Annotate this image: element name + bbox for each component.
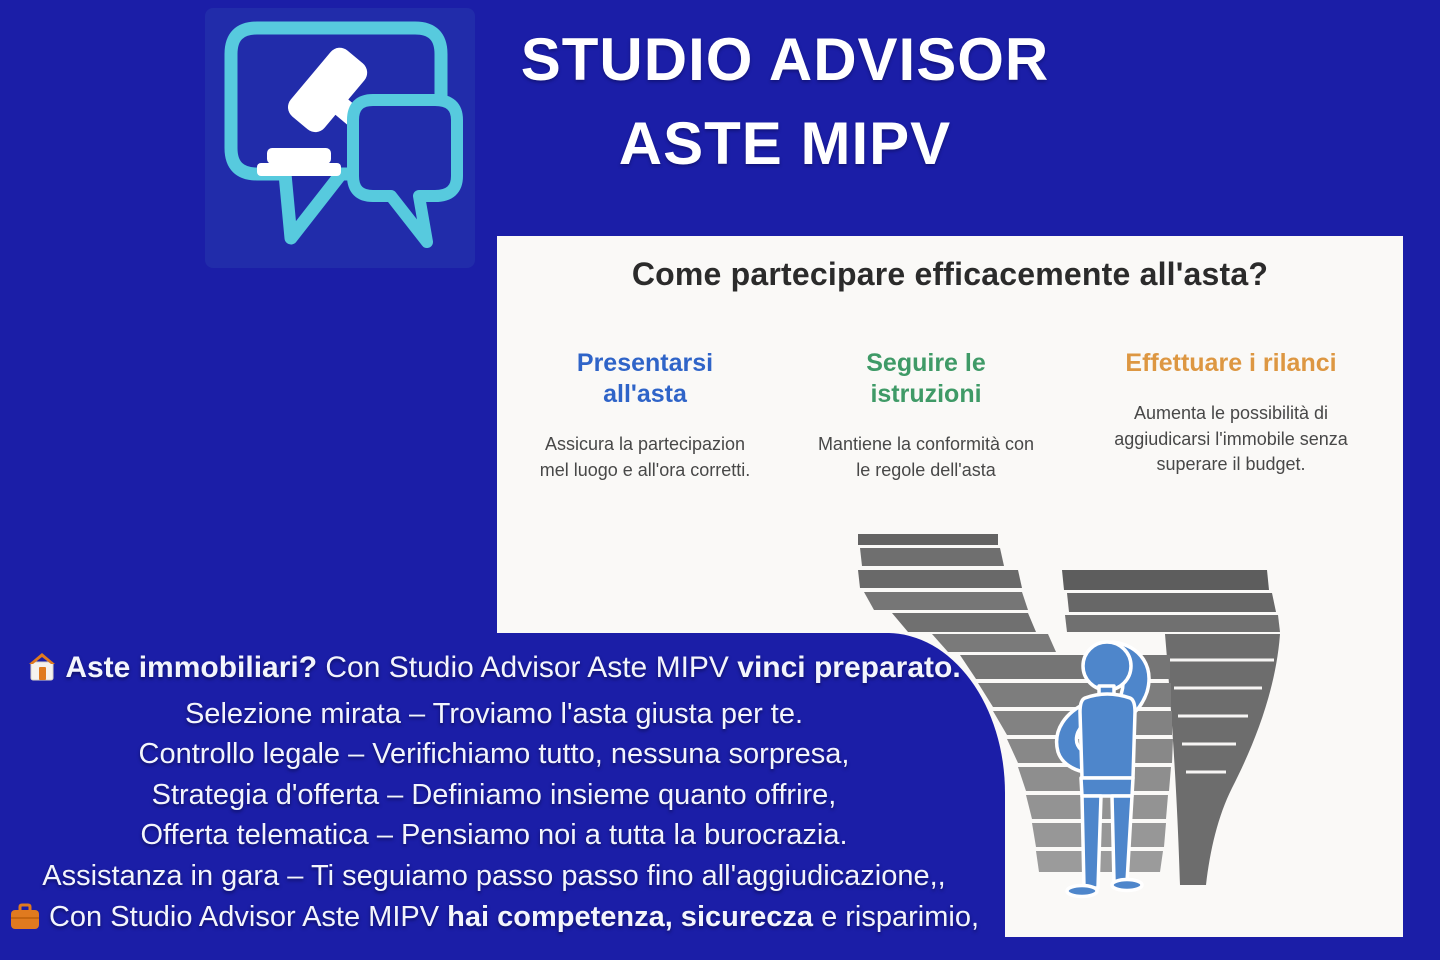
speech-bubble-large [224,21,448,245]
steps-columns: Presentarsi all'asta Assicura la partecip… [497,348,1403,483]
column-description: Mantiene la conformità con le regole del… [817,434,1035,480]
logo-tile [205,8,475,268]
briefcase-icon [9,901,41,943]
column-title: Seguire le istruzioni [866,349,986,408]
stairs-right-block [1062,570,1280,632]
column-description: Aumenta le possibilità di aggiudicarsi l… [1114,403,1348,474]
broken-stairs-illustration [858,534,1280,899]
column-presentarsi: Presentarsi all'asta Assicura la partecip… [535,348,755,483]
promo-line: Selezione mirata – Troviamo l'asta giust… [184,697,804,730]
house-icon [27,652,57,694]
column-seguire: Seguire le istruzioni Mantiene la conform… [809,348,1044,483]
column-effettuare: Effettuare i rilanci Aumenta le possibil… [1097,348,1365,483]
brand-title: STUDIO ADVISOR ASTE MIPV [475,18,1095,186]
stairs-pillar [1165,634,1280,885]
title-line-2: ASTE MIPV [618,110,952,177]
promo-line: Assistanza in gara – Ti seguiamo passo p… [42,859,946,892]
column-title: Presentarsi all'asta [576,349,714,408]
promo-lines: Aste immobiliari? Con Studio Advisor Ast… [0,648,988,942]
column-description: Assicura la partecipazion mel luogo e al… [539,434,751,480]
pillar-step-lines [1170,658,1274,774]
gavel-speech-bubbles-icon [224,21,463,248]
confused-man-figure [1054,640,1151,899]
promo-line: Offerta telematica – Pensiamo noi a tutt… [140,819,848,852]
promo-line: Con Studio Advisor Aste MIPV hai compete… [0,897,988,943]
speech-bubble-small [347,94,463,248]
promo-panel [0,633,1005,960]
card-heading: Come partecipare efficacemente all'asta? [631,256,1269,292]
promo-line: Strategia d'offerta – Definiamo insieme … [151,778,837,811]
promo-line: Aste immobiliari? Con Studio Advisor Ast… [0,648,988,694]
column-title: Effettuare i rilanci [1125,349,1337,377]
stairs-left-flight [858,534,1056,652]
promo-line: Controllo legale – Verifichiamo tutto, n… [138,738,850,771]
title-line-1: STUDIO ADVISOR [520,26,1050,93]
